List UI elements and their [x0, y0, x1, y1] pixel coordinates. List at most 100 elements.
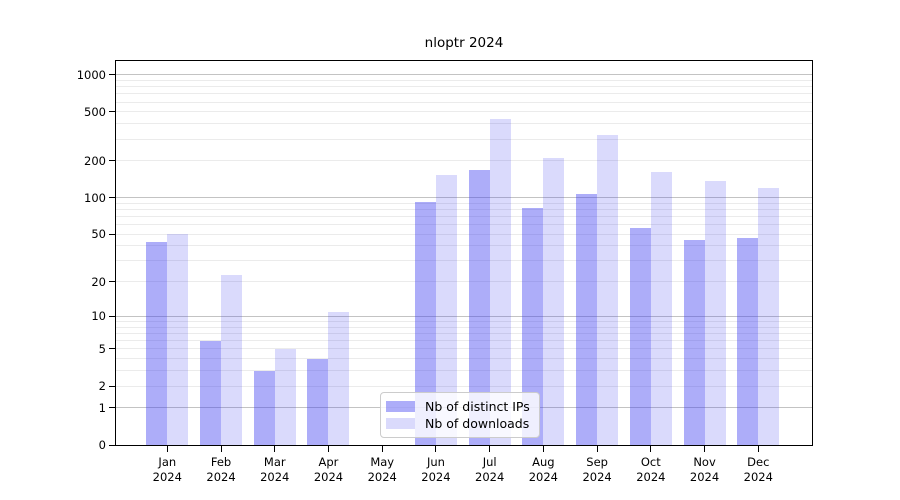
- year-label: 2024: [689, 470, 720, 484]
- minor-gridline: [116, 233, 812, 235]
- minor-gridline: [116, 138, 812, 140]
- bar-distinct-ips: [307, 358, 329, 445]
- legend-entry-distinct-ips: Nb of distinct IPs: [386, 398, 530, 415]
- bar-distinct-ips: [253, 370, 275, 445]
- x-axis-tick-label: May 2024: [350, 455, 414, 485]
- bar-downloads: [435, 175, 457, 445]
- year-label: 2024: [260, 470, 290, 484]
- year-label: 2024: [206, 470, 236, 484]
- y-axis-tick: [109, 197, 115, 199]
- x-axis-tick-label: Apr 2024: [296, 455, 360, 485]
- year-label: 2024: [152, 470, 182, 484]
- x-axis-tick-label: Aug 2024: [511, 455, 575, 485]
- legend-label-distinct-ips: Nb of distinct IPs: [425, 399, 530, 414]
- y-axis-tick-label: 500: [84, 104, 106, 119]
- x-axis-tick-label: Feb 2024: [189, 455, 253, 485]
- month-label: Oct: [640, 455, 661, 469]
- y-axis-tick-label: 5: [98, 341, 106, 356]
- x-axis-tick-label: Sep 2024: [565, 455, 629, 485]
- y-axis-tick-label: 100: [84, 190, 106, 205]
- minor-gridline: [116, 370, 812, 372]
- y-axis-tick: [109, 233, 115, 235]
- x-axis-tick-label: Nov 2024: [673, 455, 737, 485]
- bar-downloads: [597, 134, 619, 445]
- legend-entry-downloads: Nb of downloads: [386, 415, 530, 432]
- minor-gridline: [116, 160, 812, 162]
- bar-distinct-ips: [468, 170, 490, 445]
- year-label: 2024: [636, 470, 666, 484]
- y-axis-tick-label: 2: [98, 379, 106, 394]
- bar-downloads: [489, 118, 511, 445]
- minor-gridline: [116, 358, 812, 360]
- month-label: Jan: [158, 455, 177, 469]
- year-label: 2024: [421, 470, 451, 484]
- y-axis-tick-label: 1000: [76, 67, 106, 82]
- legend-swatch-distinct-ips: [386, 401, 415, 412]
- y-axis-tick: [109, 281, 115, 283]
- month-label: Dec: [747, 455, 770, 469]
- bar-distinct-ips: [629, 228, 651, 445]
- bar-downloads: [758, 187, 780, 445]
- y-axis-tick-label: 200: [84, 153, 106, 168]
- legend-label-downloads: Nb of downloads: [425, 416, 530, 431]
- x-axis-tick: [381, 446, 383, 452]
- x-axis-tick-label: Dec 2024: [726, 455, 790, 485]
- y-axis-tick: [109, 407, 115, 409]
- major-gridline: [116, 197, 812, 199]
- y-axis-tick: [109, 348, 115, 350]
- minor-gridline: [116, 79, 812, 81]
- x-axis-tick: [220, 446, 222, 452]
- bar-distinct-ips: [414, 202, 436, 445]
- year-label: 2024: [528, 470, 559, 484]
- x-axis-tick: [650, 446, 652, 452]
- legend: Nb of distinct IPs Nb of downloads: [380, 392, 540, 438]
- minor-gridline: [116, 216, 812, 218]
- bar-distinct-ips: [683, 239, 705, 445]
- x-axis-tick: [704, 446, 706, 452]
- minor-gridline: [116, 93, 812, 95]
- bar-downloads: [704, 180, 726, 445]
- bar-distinct-ips: [200, 340, 222, 445]
- minor-gridline: [116, 326, 812, 328]
- minor-gridline: [116, 321, 812, 323]
- year-label: 2024: [367, 470, 397, 484]
- x-axis-tick: [274, 446, 276, 452]
- x-axis-tick: [596, 446, 598, 452]
- x-axis-tick: [327, 446, 329, 452]
- month-label: Mar: [263, 455, 286, 469]
- x-axis-tick-label: Oct 2024: [619, 455, 683, 485]
- bar-distinct-ips: [522, 207, 544, 445]
- y-axis-tick-label: 10: [91, 309, 106, 324]
- minor-gridline: [116, 260, 812, 262]
- minor-gridline: [116, 86, 812, 88]
- minor-gridline: [116, 123, 812, 125]
- month-label: Jun: [426, 455, 445, 469]
- bar-downloads: [543, 158, 565, 445]
- x-axis-tick-label: Jul 2024: [458, 455, 522, 485]
- minor-gridline: [116, 340, 812, 342]
- month-label: Feb: [210, 455, 232, 469]
- x-axis-tick-label: Jan 2024: [135, 455, 199, 485]
- minor-gridline: [116, 208, 812, 210]
- x-axis-tick-label: Jun 2024: [404, 455, 468, 485]
- y-axis-tick: [109, 315, 115, 317]
- y-axis-tick: [109, 444, 115, 446]
- month-label: May: [370, 455, 395, 469]
- minor-gridline: [116, 111, 812, 113]
- bar-downloads: [221, 274, 243, 445]
- year-label: 2024: [313, 470, 344, 484]
- x-axis-tick: [542, 446, 544, 452]
- minor-gridline: [116, 101, 812, 103]
- year-label: 2024: [582, 470, 612, 484]
- legend-swatch-downloads: [386, 418, 415, 429]
- major-gridline: [116, 74, 812, 76]
- y-axis-tick-label: 50: [91, 227, 106, 242]
- month-label: Apr: [318, 455, 339, 469]
- x-axis-tick: [489, 446, 491, 452]
- bar-downloads: [274, 348, 296, 445]
- bar-downloads: [328, 311, 350, 445]
- major-gridline: [116, 315, 812, 317]
- x-axis-tick: [435, 446, 437, 452]
- y-axis-tick-label: 1: [98, 400, 106, 415]
